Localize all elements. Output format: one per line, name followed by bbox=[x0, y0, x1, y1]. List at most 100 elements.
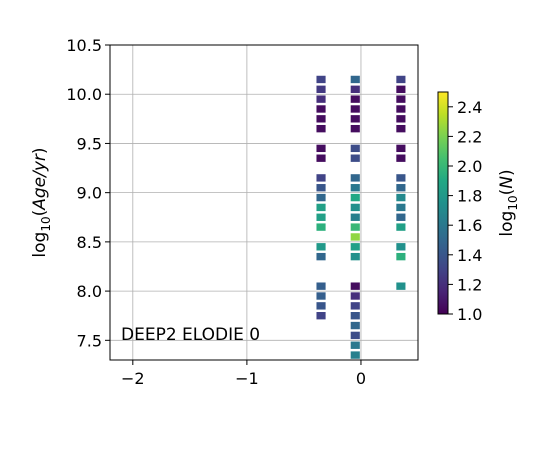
heatmap-cell bbox=[316, 312, 326, 320]
heatmap-cell bbox=[316, 252, 326, 261]
y-tick-label: 10.0 bbox=[66, 85, 102, 104]
heatmap-cell bbox=[350, 223, 360, 231]
heatmap-cell bbox=[350, 341, 360, 349]
heatmap-cell bbox=[316, 292, 326, 300]
colorbar-label-suffix: ) bbox=[497, 169, 517, 176]
colorbar-label-prefix: log bbox=[497, 211, 517, 237]
heatmap-cell bbox=[350, 193, 360, 202]
plot-frame bbox=[109, 44, 419, 361]
y-axis-label: log10(Age/yr) bbox=[30, 147, 53, 257]
heatmap-cell bbox=[350, 351, 360, 359]
heatmap-cell bbox=[316, 154, 326, 162]
colorbar-tick-label: 1.2 bbox=[457, 275, 482, 294]
x-tick-label: −1 bbox=[235, 369, 259, 388]
colorbar-tick-label: 1.6 bbox=[457, 216, 482, 235]
heatmap-cell bbox=[396, 184, 406, 192]
heatmap-cells bbox=[316, 75, 406, 359]
colorbar-tick-label: 1.0 bbox=[457, 305, 482, 324]
heatmap-cell bbox=[316, 302, 326, 310]
heatmap-cell bbox=[350, 154, 360, 162]
heatmap-cell bbox=[396, 282, 406, 290]
heatmap-cell bbox=[350, 105, 360, 113]
heatmap-cell bbox=[396, 243, 406, 251]
y-tick-label: 9.0 bbox=[77, 184, 102, 203]
heatmap-cell bbox=[396, 115, 406, 123]
heatmap-cell bbox=[350, 124, 360, 133]
y-axis-label-suffix: ) bbox=[30, 147, 50, 154]
colorbar-label: log10(N) bbox=[497, 169, 520, 236]
colorbar-label-body: ( bbox=[497, 189, 517, 196]
y-tick-label: 7.5 bbox=[77, 331, 102, 350]
heatmap-cell bbox=[350, 252, 360, 261]
heatmap-cell bbox=[316, 75, 326, 84]
annotation-label: DEEP2 ELODIE 0 bbox=[121, 325, 260, 345]
x-tick-label: −2 bbox=[121, 369, 145, 388]
heatmap-cell bbox=[396, 223, 406, 231]
colorbar-tick-label: 2.4 bbox=[457, 98, 482, 117]
heatmap-cell bbox=[350, 312, 360, 320]
colorbar-tick-label: 2.2 bbox=[457, 127, 482, 146]
heatmap-cell bbox=[396, 75, 406, 84]
heatmap-cell bbox=[316, 282, 326, 290]
heatmap-cell bbox=[350, 203, 360, 212]
y-tick-label: 8.5 bbox=[77, 233, 102, 252]
y-tick-label: 9.5 bbox=[77, 134, 102, 153]
y-axis-label-italic: Age/yr bbox=[30, 153, 50, 211]
x-axis: −2 −1 0 bbox=[121, 360, 366, 388]
colorbar-tick-label: 1.4 bbox=[457, 246, 482, 265]
heatmap-cell bbox=[396, 154, 406, 162]
colorbar-ticks: 1.0 1.2 1.4 1.6 1.8 2.0 2.2 2.4 bbox=[448, 98, 482, 324]
colorbar-label-sub: 10 bbox=[506, 195, 520, 210]
heatmap-cell bbox=[316, 124, 326, 133]
heatmap-cell bbox=[316, 174, 326, 182]
heatmap-cell bbox=[350, 115, 360, 123]
heatmap-cell bbox=[350, 321, 360, 330]
heatmap-cell bbox=[396, 144, 406, 153]
colorbar-label-italic: N bbox=[497, 176, 517, 189]
heatmap-cell bbox=[316, 223, 326, 231]
y-tick-label: 10.5 bbox=[66, 36, 102, 55]
colorbar-tick-label: 1.8 bbox=[457, 187, 482, 206]
heatmap-cell bbox=[350, 174, 360, 182]
heatmap-cell bbox=[396, 213, 406, 221]
y-axis: 7.5 8.0 8.5 9.0 9.5 10.0 10.5 bbox=[66, 36, 110, 350]
heatmap-cell bbox=[396, 85, 406, 93]
heatmap-cell bbox=[350, 213, 360, 221]
colorbar-gradient bbox=[437, 91, 449, 315]
y-axis-label-prefix: log bbox=[30, 232, 50, 258]
heatmap-cell bbox=[316, 184, 326, 192]
heatmap-cell bbox=[396, 174, 406, 182]
y-tick-label: 8.0 bbox=[77, 282, 102, 301]
heatmap-cell bbox=[350, 184, 360, 192]
heatmap-cell bbox=[350, 282, 360, 290]
heatmap-cell bbox=[316, 243, 326, 251]
heatmap-cell bbox=[316, 144, 326, 153]
heatmap-cell bbox=[396, 252, 406, 261]
heatmap-cell bbox=[396, 193, 406, 202]
heatmap-cell bbox=[350, 85, 360, 93]
heatmap-cell bbox=[350, 302, 360, 310]
heatmap-cell bbox=[316, 85, 326, 93]
heatmap-cell bbox=[396, 203, 406, 212]
heatmap-cell bbox=[350, 75, 360, 84]
y-axis-label-sub: 10 bbox=[39, 216, 53, 231]
colorbar: 1.0 1.2 1.4 1.6 1.8 2.0 2.2 2.4 log10(N) bbox=[437, 91, 520, 324]
heatmap-cell bbox=[316, 193, 326, 202]
heatmap-cell bbox=[350, 144, 360, 153]
heatmap-cell bbox=[316, 213, 326, 221]
heatmap-cell bbox=[316, 115, 326, 123]
heatmap-cell bbox=[316, 105, 326, 113]
heatmap-cell bbox=[350, 331, 360, 340]
heatmap-cell bbox=[350, 243, 360, 251]
heatmap-cell bbox=[396, 124, 406, 133]
heatmap-cell bbox=[396, 105, 406, 113]
grid-lines bbox=[110, 44, 418, 360]
heatmap-cell bbox=[350, 95, 360, 103]
x-tick-label: 0 bbox=[356, 369, 366, 388]
heatmap-cell bbox=[316, 203, 326, 212]
heatmap-cell bbox=[316, 95, 326, 103]
heatmap-cell bbox=[350, 292, 360, 300]
y-axis-label-body: ( bbox=[30, 210, 50, 217]
colorbar-tick-label: 2.0 bbox=[457, 157, 482, 176]
